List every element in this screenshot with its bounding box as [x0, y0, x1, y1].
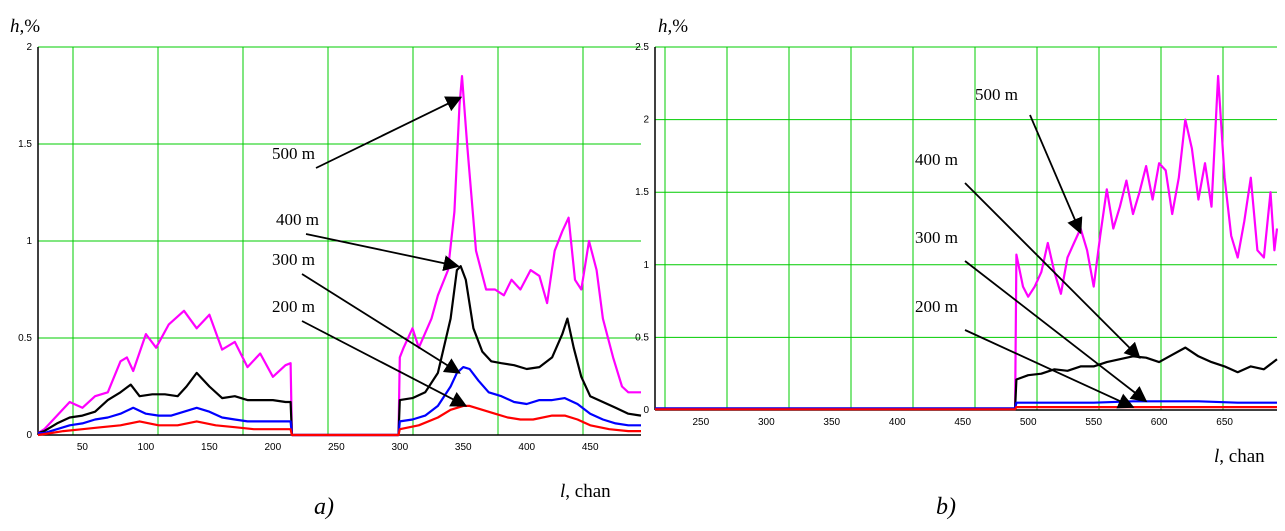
ytick-label-b: 2.5 — [635, 42, 649, 53]
xtick-label-a: 250 — [328, 442, 345, 453]
ytick-label-a: 1 — [26, 236, 32, 247]
ytick-label-a: 2 — [26, 42, 32, 53]
xtick-label-b: 300 — [758, 417, 775, 428]
annotation-arrow-b-300m — [964, 260, 1148, 403]
ytick-label-b: 0.5 — [635, 332, 649, 343]
annotation-label-b-400m: 400 m — [915, 150, 958, 169]
ytick-label-a: 1.5 — [18, 139, 32, 150]
xlabel-a: l, chan — [560, 481, 611, 502]
annotation-label-a-200m: 200 m — [272, 297, 315, 316]
annotation-label-a-300m: 300 m — [272, 250, 315, 269]
annotation-arrow-a-400m — [305, 233, 460, 272]
series-line-b-500m — [655, 74, 1279, 410]
series-line-a-200m — [37, 404, 641, 437]
ytick-label-b: 1 — [643, 260, 649, 271]
series-line-b-400m — [655, 346, 1278, 410]
ytick-label-b: 2 — [643, 115, 649, 126]
ytick-label-b: 0 — [643, 405, 649, 416]
caption-b: b) — [936, 494, 956, 520]
annotation-label-b-200m: 200 m — [915, 297, 958, 316]
xtick-label-a: 350 — [455, 442, 472, 453]
annotation-label-a-500m: 500 m — [272, 144, 315, 163]
xtick-label-b: 350 — [823, 417, 840, 428]
xtick-label-b: 450 — [954, 417, 971, 428]
annotation-label-a-400m: 400 m — [276, 210, 319, 229]
xtick-label-b: 550 — [1085, 417, 1102, 428]
xtick-label-a: 100 — [138, 442, 155, 453]
ylabel-b-var: h — [658, 16, 668, 37]
annotation-arrow-b-400m — [964, 182, 1141, 359]
ylabel-a: h,% — [10, 16, 40, 37]
xtick-label-a: 200 — [265, 442, 282, 453]
xtick-label-b: 400 — [889, 417, 906, 428]
ylabel-b: h,% — [658, 16, 688, 37]
annotation-arrow-b-500m — [1029, 114, 1083, 235]
xtick-label-a: 150 — [201, 442, 218, 453]
series-line-a-400m — [37, 265, 642, 437]
ytick-label-b: 1.5 — [635, 187, 649, 198]
xtick-label-a: 450 — [582, 442, 599, 453]
annotation-label-b-300m: 300 m — [915, 228, 958, 247]
annotation-arrow-a-200m — [301, 320, 468, 407]
series-line-b-200m — [655, 406, 1277, 411]
annotation-arrow-a-300m — [301, 273, 461, 374]
series-line-a-500m — [37, 75, 641, 437]
chart-panel-b: h,% 0 0.5 1 1.5 2 2.5 250 300 350 400 450 500 550 600… — [635, 16, 1279, 520]
xlabel-a-var: l — [560, 481, 565, 502]
ytick-label-a: 0 — [26, 430, 32, 441]
series-line-b-300m — [655, 400, 1277, 410]
xlabel-b-var: l — [1214, 446, 1219, 467]
xlabel-a-unit: , chan — [565, 481, 611, 502]
xtick-label-a: 50 — [77, 442, 89, 453]
series-line-a-300m — [38, 366, 641, 437]
xlabel-b-unit: , chan — [1219, 446, 1265, 467]
xtick-label-b: 650 — [1216, 417, 1233, 428]
xtick-label-b: 600 — [1151, 417, 1168, 428]
annotation-label-b-500m: 500 m — [975, 85, 1018, 104]
ylabel-b-unit: ,% — [668, 16, 689, 37]
xtick-label-a: 300 — [391, 442, 408, 453]
plot-area-b: 0 0.5 1 1.5 2 2.5 250 300 350 400 450 500 550 600 650 5… — [635, 42, 1279, 428]
xlabel-b: l, chan — [1214, 446, 1265, 467]
xtick-label-b: 500 — [1020, 417, 1037, 428]
xtick-label-a: 400 — [518, 442, 535, 453]
ylabel-a-var: h — [10, 16, 20, 37]
ytick-label-a: 0.5 — [18, 333, 32, 344]
xtick-label-b: 250 — [692, 417, 709, 428]
annotation-arrow-a-500m — [315, 96, 463, 169]
ylabel-a-unit: ,% — [20, 16, 41, 37]
caption-a: a) — [314, 494, 334, 520]
annotation-arrow-b-200m — [964, 329, 1135, 409]
